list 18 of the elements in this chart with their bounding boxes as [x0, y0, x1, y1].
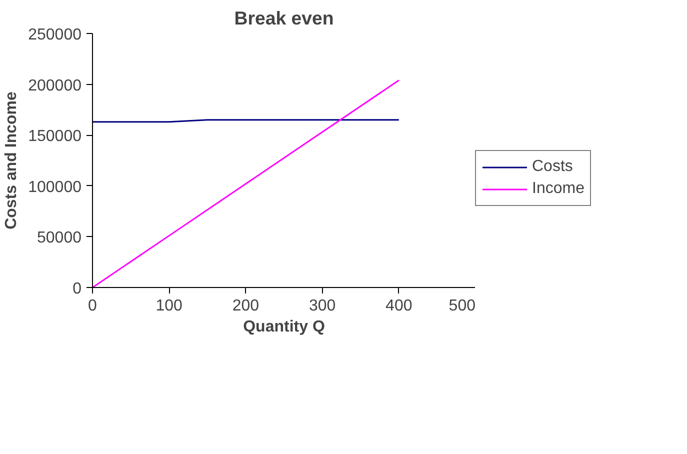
x-tick-label: 0: [88, 298, 98, 314]
line-series: [92, 79, 400, 288]
x-axis-title: Quantity Q: [243, 318, 325, 336]
legend-label: Costs: [532, 158, 573, 176]
y-tick-label: 150000: [28, 128, 82, 146]
y-tick-label: 0: [72, 280, 82, 298]
y-tick-label: 50000: [37, 230, 82, 247]
x-tick-label: 400: [386, 298, 412, 314]
x-tick-label: 100: [156, 298, 183, 314]
y-tick-label: 250000: [28, 26, 82, 44]
y-tick-label: 200000: [28, 77, 82, 94]
y-axis-title: Costs and Income: [3, 91, 20, 230]
x-tick-label: 500: [448, 298, 476, 314]
y-tick-label: 100000: [28, 178, 82, 196]
chart-title: Break even: [234, 8, 334, 28]
x-tick-label: 200: [232, 298, 260, 314]
x-tick-label: 300: [308, 298, 336, 314]
legend-label: Income: [532, 180, 584, 198]
